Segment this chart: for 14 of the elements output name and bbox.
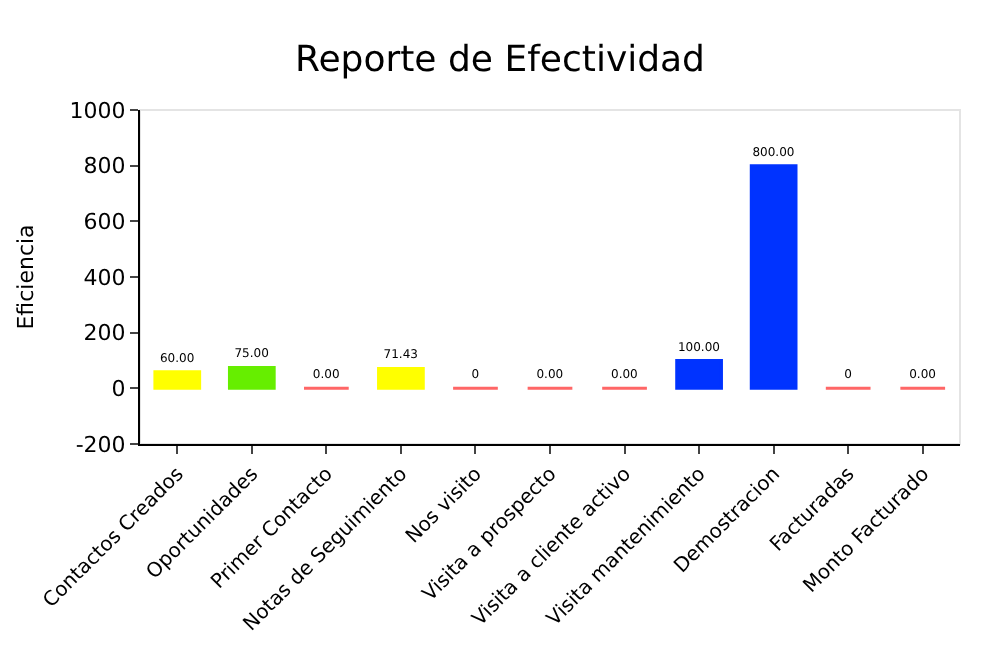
bar	[675, 359, 723, 390]
y-tick-label: 0	[111, 376, 126, 403]
bar	[749, 164, 798, 390]
y-tick-label: -200	[75, 431, 126, 458]
y-axis-title: Eficiencia	[12, 224, 39, 330]
chart-title: Reporte de Efectividad	[295, 39, 705, 82]
y-tick-label: 600	[83, 209, 126, 236]
y-tick-label: 200	[83, 320, 126, 347]
bar	[377, 366, 425, 390]
bar	[227, 365, 276, 390]
y-tick-label: 400	[83, 264, 126, 291]
y-tick-label: 800	[83, 153, 126, 180]
y-tick-label: 1000	[69, 97, 126, 124]
bar	[153, 370, 202, 390]
